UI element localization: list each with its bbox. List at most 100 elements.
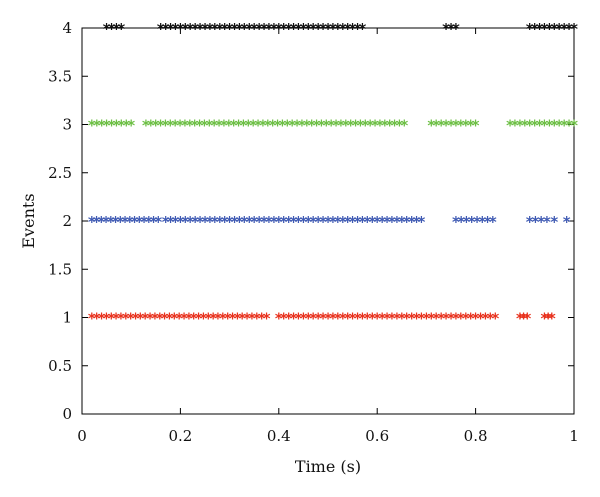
- event-marker: *: [145, 213, 153, 231]
- event-marker: *: [516, 117, 524, 135]
- event-marker: *: [526, 213, 534, 231]
- event-marker: *: [127, 310, 135, 328]
- event-marker: *: [245, 20, 253, 38]
- event-marker: *: [565, 20, 573, 38]
- event-marker: *: [107, 213, 115, 231]
- event-marker: *: [275, 213, 283, 231]
- event-marker: *: [344, 20, 352, 38]
- event-marker: *: [313, 117, 321, 135]
- x-tick-label: 0.6: [365, 427, 389, 445]
- event-marker: *: [285, 213, 293, 231]
- event-marker: *: [254, 117, 262, 135]
- event-marker: *: [398, 213, 406, 231]
- event-marker: *: [98, 310, 106, 328]
- event-marker: *: [269, 117, 277, 135]
- series-2: *************** *************************…: [88, 213, 571, 231]
- event-marker: *: [541, 117, 549, 135]
- event-marker: *: [93, 117, 101, 135]
- series-layer: * * * * * * * * * * * * * * * * * * * * * * * * * * * * * * * * * * * * * * * *…: [88, 20, 578, 328]
- event-marker: *: [209, 310, 217, 328]
- event-marker: *: [97, 213, 105, 231]
- event-marker: *: [339, 310, 347, 328]
- event-marker: *: [176, 117, 184, 135]
- event-marker: *: [295, 310, 303, 328]
- event-marker: *: [93, 310, 101, 328]
- event-marker: *: [359, 213, 367, 231]
- event-marker: *: [186, 20, 194, 38]
- event-marker: *: [135, 213, 143, 231]
- event-marker: *: [329, 20, 337, 38]
- event-marker: *: [245, 213, 253, 231]
- event-marker: *: [186, 117, 194, 135]
- event-marker: *: [220, 117, 228, 135]
- event-marker: *: [280, 213, 288, 231]
- event-marker: *: [236, 213, 244, 231]
- event-marker: *: [205, 117, 213, 135]
- event-marker: *: [201, 117, 209, 135]
- event-marker: *: [570, 20, 578, 38]
- event-marker: *: [172, 213, 180, 231]
- x-axis-title: Time (s): [295, 457, 361, 476]
- event-marker: *: [403, 310, 411, 328]
- x-tick-label: 0.8: [464, 427, 488, 445]
- event-marker: *: [146, 310, 154, 328]
- event-marker: *: [196, 20, 204, 38]
- event-marker: *: [388, 213, 396, 231]
- event-marker: *: [229, 310, 237, 328]
- event-marker: *: [265, 20, 273, 38]
- event-marker: *: [422, 310, 430, 328]
- event-marker: *: [147, 117, 155, 135]
- event-marker: *: [162, 213, 170, 231]
- event-marker: *: [214, 310, 222, 328]
- event-marker: *: [467, 310, 475, 328]
- event-marker: *: [171, 117, 179, 135]
- event-marker: *: [161, 310, 169, 328]
- event-marker: *: [550, 20, 558, 38]
- event-marker: *: [378, 310, 386, 328]
- event-marker: *: [295, 213, 303, 231]
- event-marker: *: [191, 20, 199, 38]
- event-marker: *: [206, 20, 214, 38]
- event-marker: *: [117, 117, 125, 135]
- event-marker: *: [349, 310, 357, 328]
- event-marker: *: [275, 310, 283, 328]
- event-marker: *: [93, 213, 101, 231]
- event-marker: *: [180, 310, 188, 328]
- event-marker: *: [176, 213, 184, 231]
- event-marker: *: [337, 117, 345, 135]
- event-marker: *: [484, 213, 492, 231]
- event-marker: *: [373, 213, 381, 231]
- event-marker: *: [156, 310, 164, 328]
- event-marker: *: [366, 117, 374, 135]
- event-marker: *: [260, 20, 268, 38]
- event-marker: *: [140, 213, 148, 231]
- event-marker: *: [132, 310, 140, 328]
- event-marker: *: [181, 20, 189, 38]
- event-marker: *: [570, 117, 578, 135]
- event-marker: *: [102, 310, 110, 328]
- event-marker: *: [230, 117, 238, 135]
- event-marker: *: [283, 117, 291, 135]
- event-marker: *: [437, 117, 445, 135]
- event-marker: *: [329, 213, 337, 231]
- event-marker: *: [255, 213, 263, 231]
- event-marker: *: [418, 310, 426, 328]
- event-marker: *: [250, 20, 258, 38]
- event-marker: *: [349, 213, 357, 231]
- event-marker: *: [195, 310, 203, 328]
- event-marker: *: [489, 213, 497, 231]
- event-marker: *: [344, 310, 352, 328]
- event-marker: *: [259, 117, 267, 135]
- event-marker: *: [309, 20, 317, 38]
- series-4: **** ************************************…: [103, 20, 578, 38]
- event-marker: *: [545, 117, 553, 135]
- event-marker: *: [107, 310, 115, 328]
- event-marker: *: [191, 213, 199, 231]
- event-marker: *: [216, 20, 224, 38]
- event-marker: *: [290, 20, 298, 38]
- event-marker: *: [117, 20, 125, 38]
- event-marker: *: [373, 310, 381, 328]
- event-marker: *: [278, 117, 286, 135]
- event-marker: *: [467, 117, 475, 135]
- event-marker: *: [162, 20, 170, 38]
